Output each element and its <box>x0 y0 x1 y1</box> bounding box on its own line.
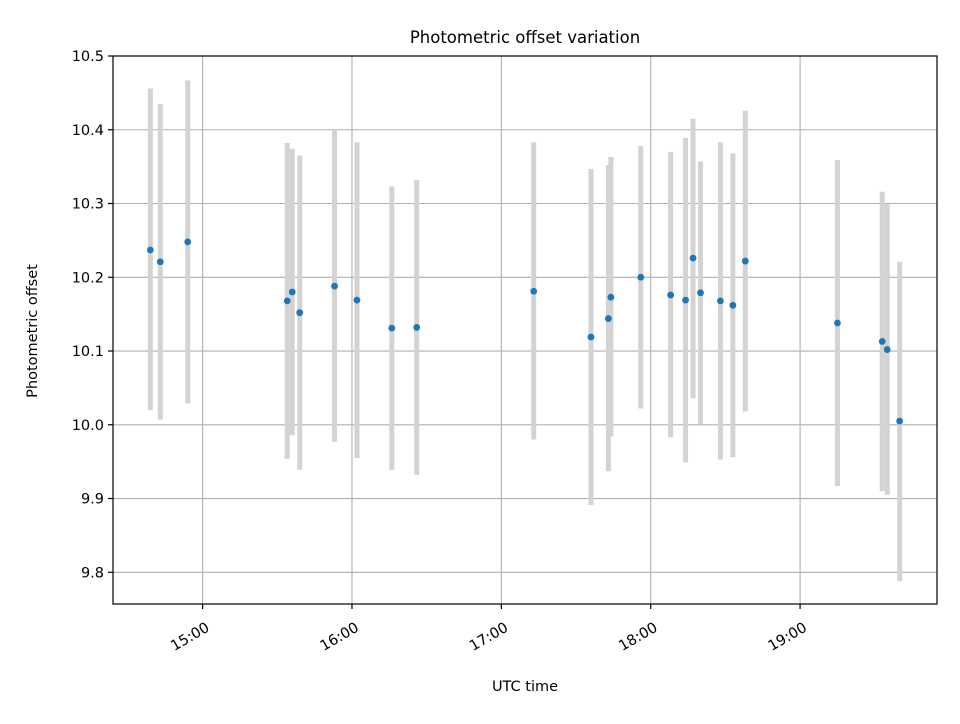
data-point <box>530 287 538 295</box>
chart-title: Photometric offset variation <box>410 28 640 47</box>
y-tick-label: 10.3 <box>72 197 104 213</box>
data-point <box>388 324 396 332</box>
data-point <box>587 333 595 341</box>
y-tick-label: 10.1 <box>72 344 104 360</box>
data-point <box>729 301 737 309</box>
data-point <box>283 297 291 305</box>
data-point <box>156 258 164 266</box>
data-point <box>697 289 704 297</box>
data-point <box>184 238 192 246</box>
data-point <box>296 309 304 317</box>
data-point <box>353 296 361 304</box>
x-axis-label: UTC time <box>492 679 558 695</box>
y-tick-label: 10.4 <box>72 123 104 139</box>
y-tick-label: 10.2 <box>72 270 104 286</box>
data-point <box>667 291 675 299</box>
y-tick-label: 9.9 <box>81 492 104 508</box>
data-point <box>878 338 886 345</box>
data-point <box>834 319 841 327</box>
data-point <box>604 315 612 322</box>
data-point <box>883 346 891 353</box>
y-tick-label: 10.0 <box>72 418 104 434</box>
data-points <box>146 238 904 425</box>
y-tick-label: 9.8 <box>81 565 104 581</box>
data-point <box>413 324 421 331</box>
data-point <box>146 246 154 254</box>
data-point <box>896 417 904 425</box>
data-point <box>637 273 645 281</box>
axes <box>108 55 938 609</box>
data-point <box>741 257 749 265</box>
data-point <box>689 254 697 262</box>
y-tick-label: 10.5 <box>72 49 104 65</box>
data-point <box>288 288 296 296</box>
data-point <box>682 296 689 304</box>
plot-frame <box>112 55 938 605</box>
data-point <box>607 293 615 301</box>
data-point <box>331 282 338 290</box>
y-axis-label: Photometric offset <box>25 264 41 398</box>
data-point <box>717 297 724 305</box>
